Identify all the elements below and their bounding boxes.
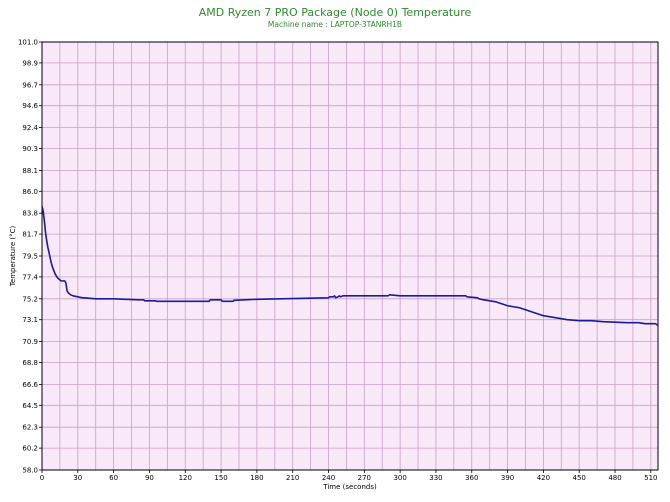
y-axis-ticks: 101.0 98.9 96.7 94.6 92.4 90.3 88.1 86.0 83.8 81.… bbox=[18, 39, 42, 475]
y-tick-label: 88.1 bbox=[22, 167, 38, 175]
y-tick-label: 68.8 bbox=[22, 359, 38, 367]
x-tick-label: 210 bbox=[286, 474, 299, 482]
chart-title: AMD Ryzen 7 PRO Package (Node 0) Tempera… bbox=[199, 6, 472, 19]
y-tick-label: 73.1 bbox=[22, 316, 38, 324]
y-tick-label: 64.5 bbox=[22, 402, 38, 410]
x-tick-label: 450 bbox=[573, 474, 586, 482]
y-tick-label: 60.2 bbox=[22, 445, 38, 453]
x-tick-label: 0 bbox=[40, 474, 44, 482]
x-tick-label: 390 bbox=[501, 474, 514, 482]
x-tick-label: 180 bbox=[250, 474, 263, 482]
y-tick-label: 77.4 bbox=[22, 273, 38, 281]
x-tick-label: 150 bbox=[214, 474, 227, 482]
grid bbox=[42, 42, 658, 470]
y-tick-label: 79.5 bbox=[22, 253, 38, 261]
x-tick-label: 270 bbox=[358, 474, 371, 482]
y-tick-label: 81.7 bbox=[22, 231, 38, 239]
x-tick-label: 420 bbox=[537, 474, 550, 482]
x-tick-label: 90 bbox=[145, 474, 154, 482]
x-tick-label: 360 bbox=[465, 474, 478, 482]
y-tick-label: 66.6 bbox=[22, 381, 38, 389]
x-tick-label: 330 bbox=[429, 474, 442, 482]
x-tick-label: 510 bbox=[644, 474, 657, 482]
x-tick-label: 60 bbox=[109, 474, 118, 482]
x-axis-ticks: 0 30 60 90 120 150 180 210 240 270 300 330 360 390 420… bbox=[40, 470, 658, 482]
x-axis-label: Time (seconds) bbox=[322, 483, 377, 491]
y-tick-label: 94.6 bbox=[22, 102, 38, 110]
y-tick-label: 75.2 bbox=[22, 295, 38, 303]
x-tick-label: 30 bbox=[73, 474, 82, 482]
x-tick-label: 240 bbox=[322, 474, 335, 482]
x-tick-label: 300 bbox=[393, 474, 406, 482]
y-axis-label: Temperature (°C) bbox=[9, 226, 17, 288]
y-tick-label: 90.3 bbox=[22, 145, 38, 153]
y-tick-label: 70.9 bbox=[22, 338, 38, 346]
y-tick-label: 98.9 bbox=[22, 59, 38, 67]
y-tick-label: 58.0 bbox=[22, 467, 38, 475]
chart-subtitle: Machine name : LAPTOP-3TANRH1B bbox=[268, 20, 402, 29]
y-tick-label: 92.4 bbox=[22, 124, 38, 132]
y-tick-label: 101.0 bbox=[18, 39, 38, 47]
y-tick-label: 86.0 bbox=[22, 188, 38, 196]
y-tick-label: 83.8 bbox=[22, 210, 38, 218]
y-tick-label: 62.3 bbox=[22, 424, 38, 432]
x-tick-label: 120 bbox=[179, 474, 192, 482]
y-tick-label: 96.7 bbox=[22, 81, 38, 89]
x-tick-label: 480 bbox=[608, 474, 621, 482]
series-line bbox=[41, 206, 659, 327]
